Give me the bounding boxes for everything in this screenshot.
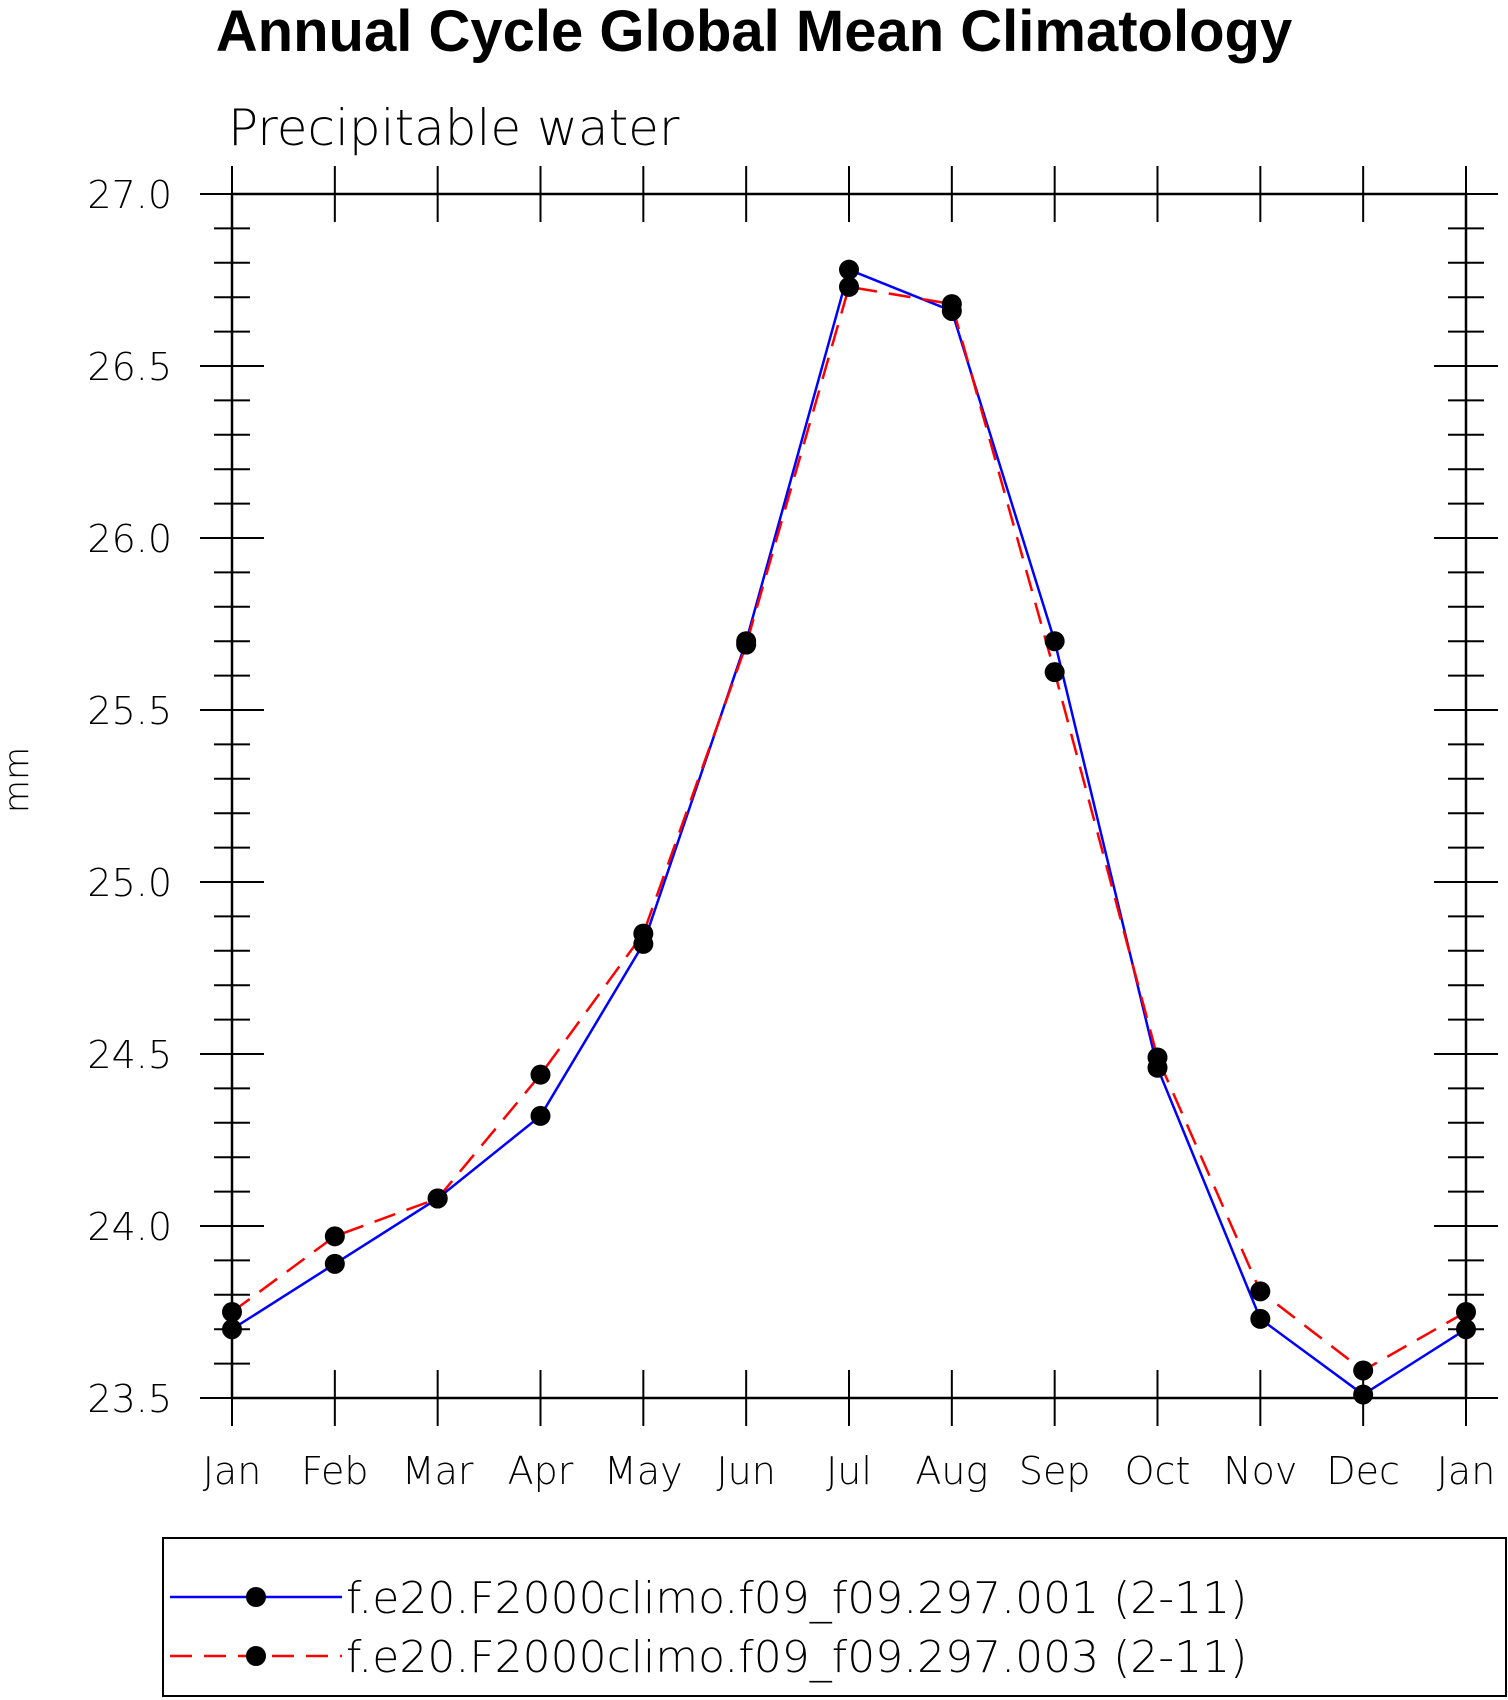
series-2-point <box>427 1188 448 1209</box>
legend: f.e20.F2000climo.f09_f09.297.001 (2-11) f… <box>170 1573 1247 1683</box>
x-tick-label: Oct <box>1125 1449 1191 1493</box>
x-tick-label: May <box>604 1449 683 1493</box>
series-1-point <box>1250 1308 1271 1329</box>
series-markers <box>222 259 1476 1405</box>
series-2-point <box>1353 1360 1374 1381</box>
y-tick-label: 24.5 <box>87 1033 172 1077</box>
legend-label-2: f.e20.F2000climo.f09_f09.297.003 (2-11) <box>346 1632 1247 1683</box>
series-2-point <box>1044 662 1065 683</box>
series-2-point <box>1456 1302 1476 1322</box>
y-tick-label: 25.0 <box>87 861 172 905</box>
y-tick-labels: 23.5 24.0 24.5 25.0 25.5 26.0 26.5 27.0 <box>87 173 172 1421</box>
legend-box <box>162 1537 1507 1697</box>
legend-label-1: f.e20.F2000climo.f09_f09.297.001 (2-11) <box>346 1573 1247 1624</box>
y-tick-label: 26.5 <box>87 345 172 389</box>
minor-ticks <box>214 227 1484 1365</box>
series-2-point <box>633 923 654 944</box>
series-2-point <box>839 276 859 297</box>
x-tick-label: Jun <box>716 1449 775 1493</box>
x-tick-label: Sep <box>1019 1449 1091 1493</box>
y-tick-label: 24.0 <box>87 1205 172 1249</box>
x-tick-label: Dec <box>1326 1449 1400 1493</box>
y-axis-label: mm <box>0 747 37 813</box>
y-tick-label: 23.5 <box>87 1377 172 1421</box>
subtitle: Precipitable water <box>228 99 680 157</box>
series-2-point <box>941 294 962 315</box>
chart-title: Annual Cycle Global Mean Climatology <box>215 0 1293 64</box>
x-tick-label: Aug <box>915 1449 988 1493</box>
major-ticks <box>200 166 1498 1426</box>
x-tick-label: Feb <box>301 1449 368 1493</box>
x-tick-labels: Jan Feb Mar Apr May Jun Jul Aug Sep Oct Nov Dec Jan <box>203 1449 1496 1493</box>
series-1-point <box>1456 1319 1476 1340</box>
series-1-point <box>222 1319 242 1340</box>
x-tick-label: Mar <box>402 1449 474 1493</box>
x-tick-label: Jan <box>203 1449 262 1493</box>
plot-frame <box>230 192 1468 1400</box>
y-tick-label: 27.0 <box>87 173 172 217</box>
series-2-point <box>1250 1281 1271 1302</box>
series-2-point <box>530 1064 551 1085</box>
x-tick-label: Nov <box>1223 1449 1297 1493</box>
series-2-point <box>222 1302 242 1322</box>
series-1-point <box>530 1105 551 1126</box>
series-line-2 <box>231 285 1467 1372</box>
x-tick-label: Jan <box>1437 1449 1496 1493</box>
series-2-point <box>1147 1047 1168 1068</box>
series-2-point <box>736 634 757 655</box>
series-lines <box>231 267 1467 1397</box>
series-line-1 <box>231 267 1467 1397</box>
series-1-point <box>839 259 859 280</box>
series-2-point <box>324 1226 345 1247</box>
series-1-point <box>324 1253 345 1274</box>
y-tick-label: 26.0 <box>87 517 172 561</box>
series-1-point <box>1353 1384 1374 1405</box>
x-tick-label: Apr <box>508 1449 574 1493</box>
y-tick-label: 25.5 <box>87 689 172 733</box>
legend-marker-2 <box>246 1646 266 1666</box>
x-tick-label: Jul <box>826 1449 872 1493</box>
legend-marker-1 <box>246 1587 266 1607</box>
series-1-point <box>1044 631 1065 652</box>
